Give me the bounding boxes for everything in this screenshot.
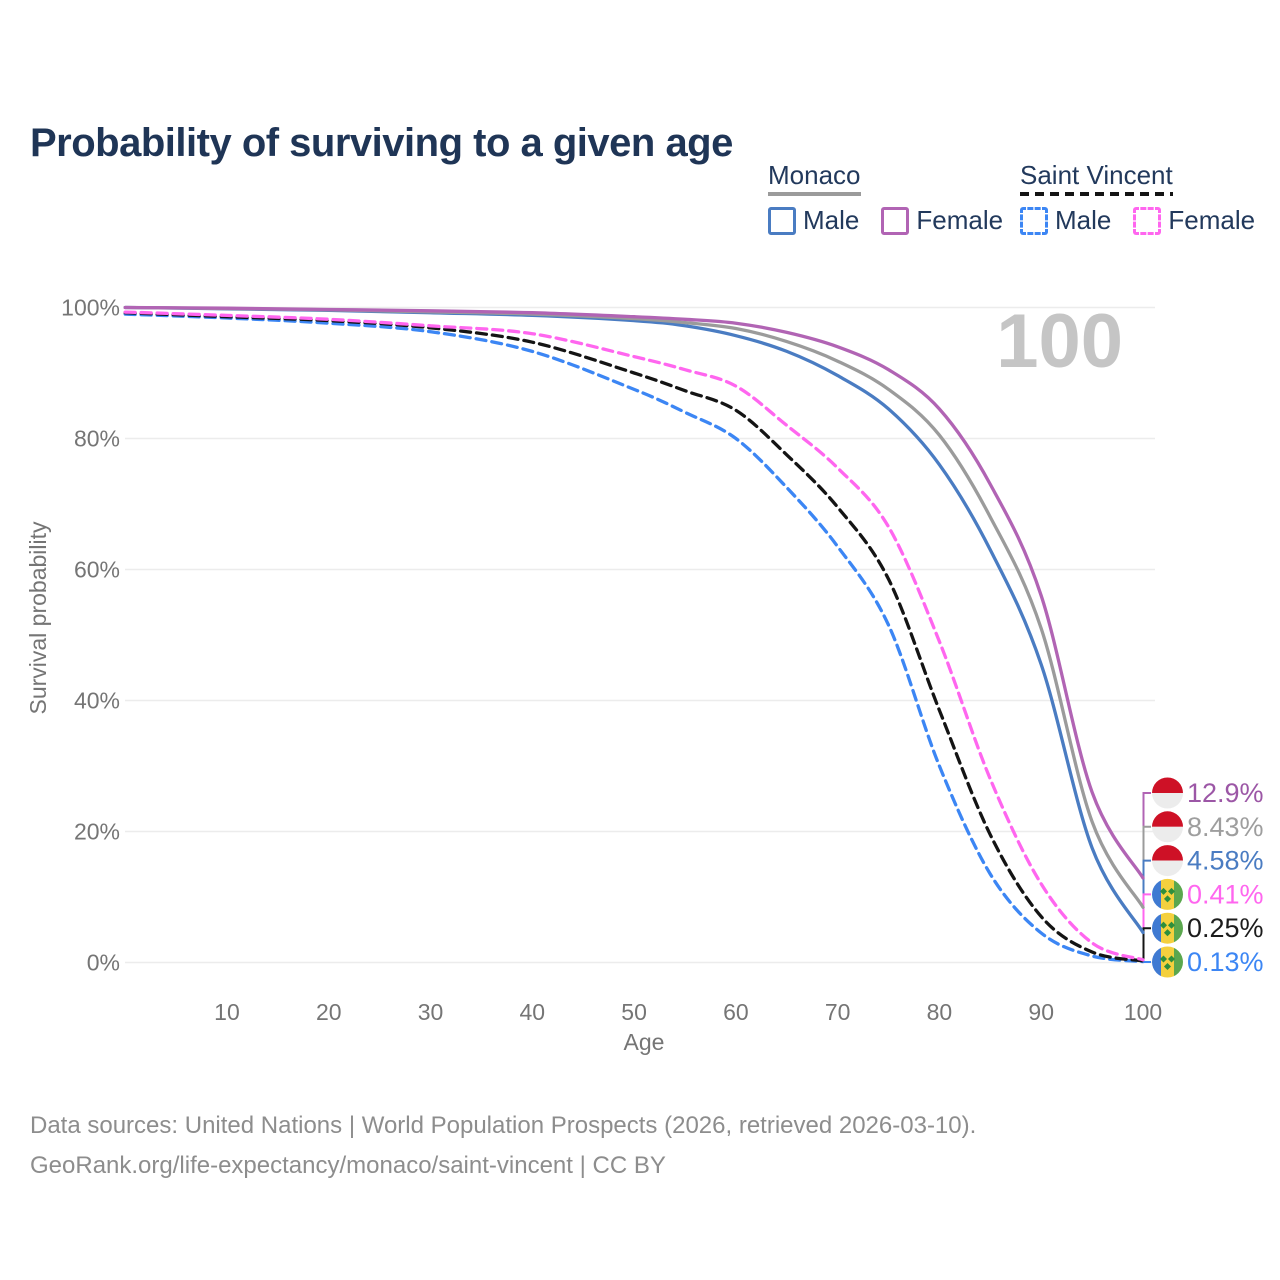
leader-line-monaco-male <box>1142 859 1151 933</box>
legend-item-label: Male <box>1055 205 1112 235</box>
legend-item-monaco-female[interactable]: Female <box>881 205 1003 236</box>
legend-swatch-saint-vincent-female <box>1133 206 1162 235</box>
legend-rule-saint-vincent <box>1020 192 1173 196</box>
end-label-saint-vincent-female: 0.41% <box>1187 879 1264 909</box>
leader-line-saint-vincent-female <box>1142 893 1151 960</box>
x-tick-label: 60 <box>723 999 749 1025</box>
x-axis-title: Age <box>624 1029 665 1055</box>
y-tick-label: 60% <box>74 557 120 583</box>
y-tick-label: 80% <box>74 426 120 452</box>
legend-group-monaco: Monaco Male Female <box>768 160 1025 236</box>
y-tick-label: 100% <box>61 295 120 321</box>
y-tick-label: 0% <box>87 950 120 976</box>
end-label-monaco-all: 8.43% <box>1187 812 1264 842</box>
legend-rule-monaco <box>768 192 861 196</box>
x-tick-label: 70 <box>825 999 851 1025</box>
y-axis-title: Survival probability <box>25 521 51 715</box>
curve-monaco-female[interactable] <box>123 305 1145 880</box>
legend-group-saint-vincent: Saint Vincent Male Female <box>1020 160 1277 236</box>
x-tick-label: 40 <box>520 999 546 1025</box>
data-sources-line: Data sources: United Nations | World Pop… <box>30 1112 977 1139</box>
legend-item-saint-vincent-female[interactable]: Female <box>1133 205 1255 236</box>
y-tick-label: 40% <box>74 688 120 714</box>
footer: Data sources: United Nations | World Pop… <box>30 1106 976 1186</box>
age-hover-label: 100 <box>996 299 1123 384</box>
leader-line-monaco-female <box>1142 792 1151 878</box>
end-label-monaco-female: 12.9% <box>1187 778 1264 808</box>
curve-saint-vincent-female[interactable] <box>123 310 1145 962</box>
saint-vincent-flag-icon <box>1152 912 1183 944</box>
leader-line-saint-vincent-all <box>1142 927 1151 961</box>
x-tick-label: 10 <box>214 999 240 1025</box>
monaco-flag-icon <box>1152 777 1183 809</box>
legend-item-monaco-male[interactable]: Male <box>768 205 859 236</box>
end-label-monaco-male: 4.58% <box>1187 846 1264 876</box>
attribution-line: GeoRank.org/life-expectancy/monaco/saint… <box>30 1152 666 1179</box>
legend-group-title-monaco: Monaco <box>768 160 861 190</box>
saint-vincent-flag-icon <box>1152 946 1183 978</box>
x-tick-label: 80 <box>927 999 953 1025</box>
legend-item-label: Female <box>916 205 1004 235</box>
x-tick-label: 100 <box>1124 999 1162 1025</box>
end-label-saint-vincent-all: 0.25% <box>1187 913 1264 943</box>
x-tick-label: 30 <box>418 999 444 1025</box>
x-tick-label: 20 <box>316 999 342 1025</box>
x-tick-label: 90 <box>1028 999 1054 1025</box>
legend-swatch-saint-vincent-male <box>1020 206 1048 235</box>
monaco-flag-icon <box>1152 811 1183 843</box>
legend-group-title-saint-vincent: Saint Vincent <box>1020 160 1173 190</box>
y-tick-label: 20% <box>74 819 120 845</box>
curve-saint-vincent-all[interactable] <box>123 311 1145 963</box>
legend-swatch-monaco-male <box>768 206 796 235</box>
end-label-saint-vincent-male: 0.13% <box>1187 947 1264 977</box>
legend: Monaco Male Female Saint Vincent Male Fe… <box>0 160 1280 240</box>
x-tick-label: 50 <box>621 999 647 1025</box>
curve-monaco-all[interactable] <box>123 305 1145 909</box>
monaco-flag-icon <box>1152 845 1183 877</box>
curve-monaco-male[interactable] <box>123 305 1145 935</box>
saint-vincent-flag-icon <box>1152 878 1183 910</box>
legend-item-label: Male <box>803 205 860 235</box>
page-title: Probability of surviving to a given age <box>30 120 733 165</box>
legend-item-saint-vincent-male[interactable]: Male <box>1020 205 1111 236</box>
legend-item-label: Female <box>1168 205 1256 235</box>
curve-saint-vincent-male[interactable] <box>123 312 1145 964</box>
legend-swatch-monaco-female <box>881 206 910 235</box>
